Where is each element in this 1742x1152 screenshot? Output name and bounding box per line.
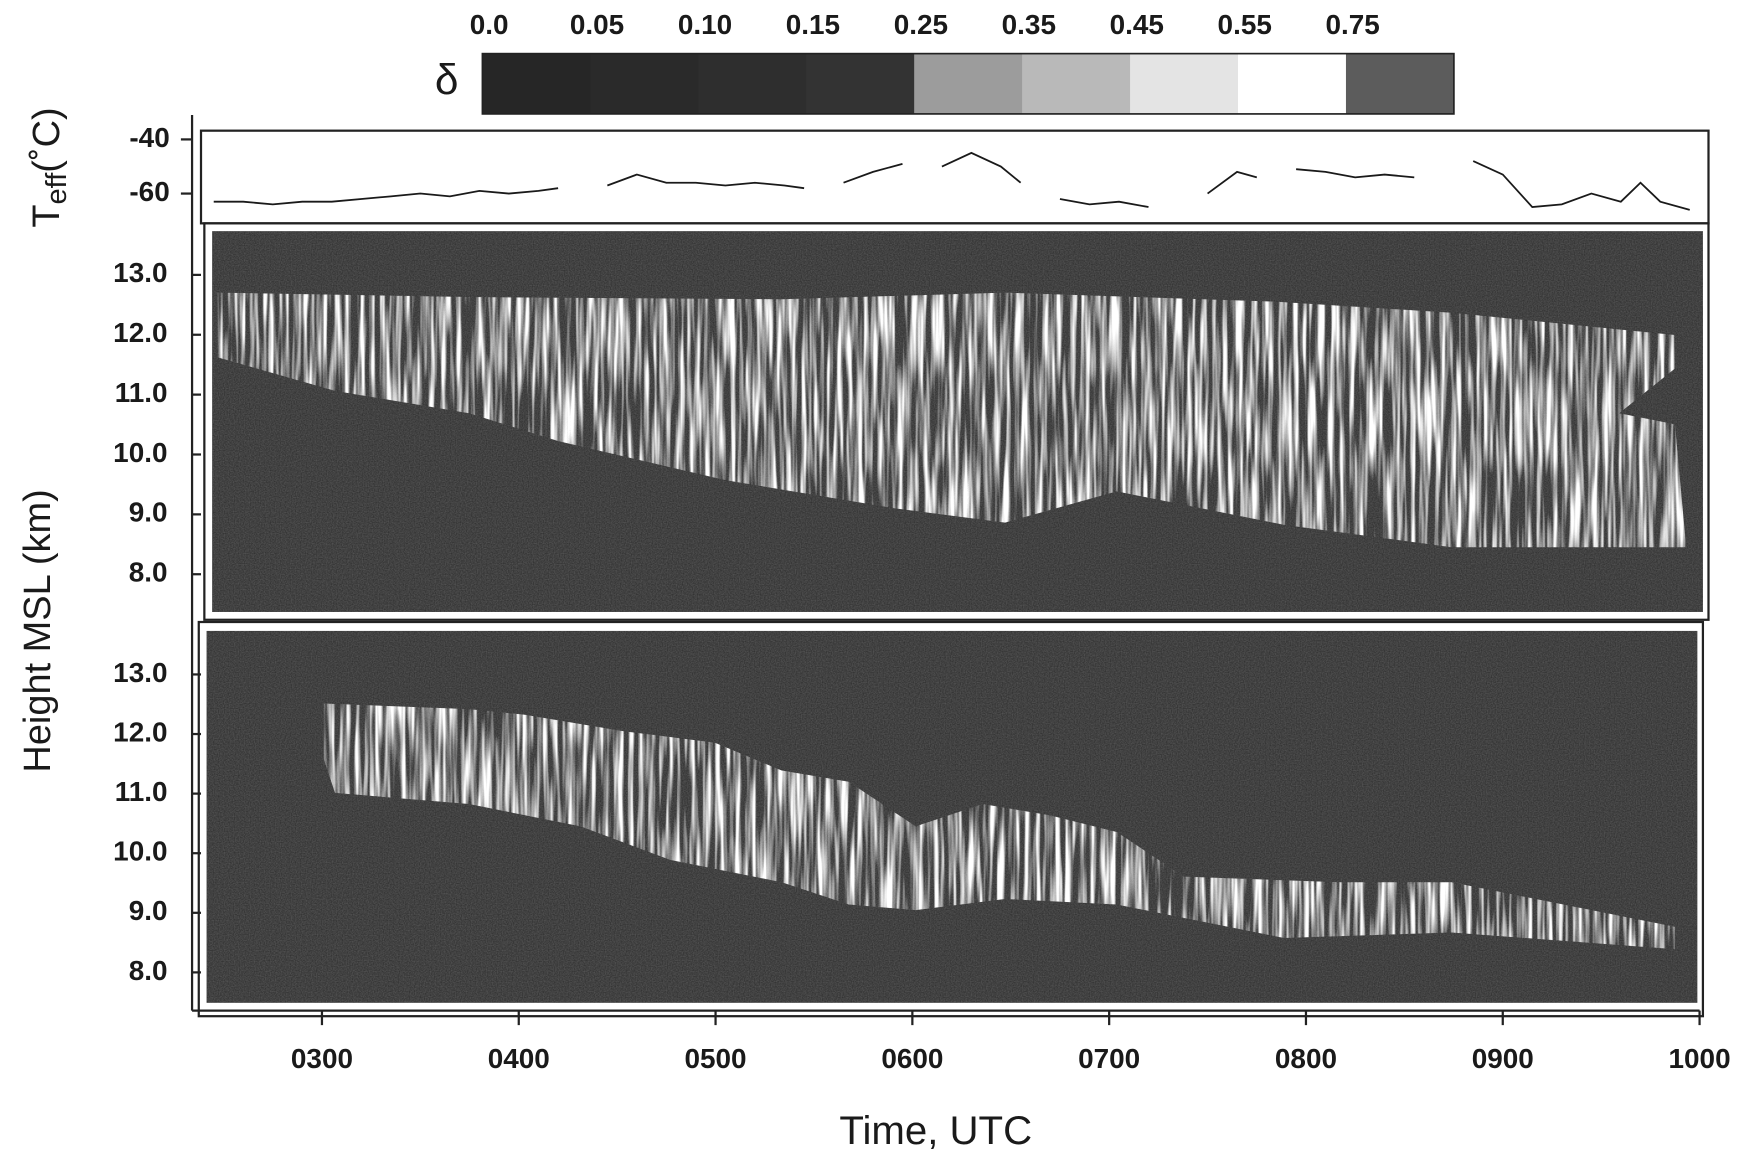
y-tick-label: 10.0: [113, 437, 167, 468]
y-tick-label: 10.0: [113, 836, 167, 867]
colorbar-tick-label: 0.10: [678, 9, 732, 40]
y-axis-label: Height MSL (km): [17, 489, 59, 772]
x-tick-label: 0600: [881, 1043, 943, 1074]
y-tick-label: 13.0: [113, 657, 167, 688]
y-label-sub: eff: [41, 172, 73, 205]
x-tick-label: 0400: [488, 1043, 550, 1074]
colorbar-tick-label: 0.55: [1218, 9, 1272, 40]
y-tick-label: -40: [129, 122, 169, 153]
x-tick-label: 0800: [1275, 1043, 1337, 1074]
y-label-unit: (˚C): [26, 107, 68, 172]
y-tick-label: 12.0: [113, 317, 167, 348]
y-tick-label: 8.0: [129, 955, 168, 986]
colorbar-tick-label: 0.75: [1325, 9, 1379, 40]
colorbar-segment: [806, 53, 915, 114]
colorbar-frame: [481, 52, 1455, 115]
colorbar-segment: [698, 53, 807, 114]
y-tick-label: 11.0: [115, 776, 168, 807]
colorbar-tick-label: 0.15: [786, 9, 840, 40]
x-tick-label: 0300: [291, 1043, 353, 1074]
y-tick-label: 8.0: [129, 557, 168, 588]
x-axis-label: Time, UTC: [839, 1108, 1032, 1152]
colorbar-segment: [1130, 53, 1239, 114]
colorbar-segment: [590, 53, 699, 114]
temperature-line: [213, 151, 1690, 211]
colorbar-segment: [1022, 53, 1131, 114]
x-tick-label: 1000: [1669, 1043, 1731, 1074]
y-axis-label: Teff(˚C): [26, 107, 73, 227]
y-tick-label: 9.0: [129, 895, 168, 926]
y-tick-label: 9.0: [129, 497, 168, 528]
x-tick-label: 0700: [1078, 1043, 1140, 1074]
colorbar-segment: [1238, 53, 1347, 114]
colorbar-tick-label: 0.05: [570, 9, 624, 40]
y-tick-label: -60: [129, 176, 169, 207]
y-tick-label: 11.0: [115, 377, 168, 408]
cloud-texture: [217, 292, 1687, 548]
colorbar-segment: [914, 53, 1023, 114]
colorbar-tick-label: 0.0: [470, 9, 509, 40]
x-tick-label: 0900: [1472, 1043, 1534, 1074]
colorbar-tick-label: 0.45: [1110, 9, 1164, 40]
panel-frame: [199, 129, 1710, 225]
colorbar-segment: [1345, 53, 1455, 114]
y-label-main: T: [26, 204, 68, 227]
y-tick-label: 13.0: [113, 257, 167, 288]
colorbar-tick-label: 0.35: [1002, 9, 1056, 40]
colorbar-segment: [482, 53, 591, 114]
cloud-texture: [323, 703, 1675, 950]
y-tick-label: 12.0: [113, 716, 167, 747]
x-tick-label: 0500: [685, 1043, 747, 1074]
colorbar-symbol: δ: [435, 56, 459, 103]
colorbar-tick-label: 0.25: [894, 9, 948, 40]
